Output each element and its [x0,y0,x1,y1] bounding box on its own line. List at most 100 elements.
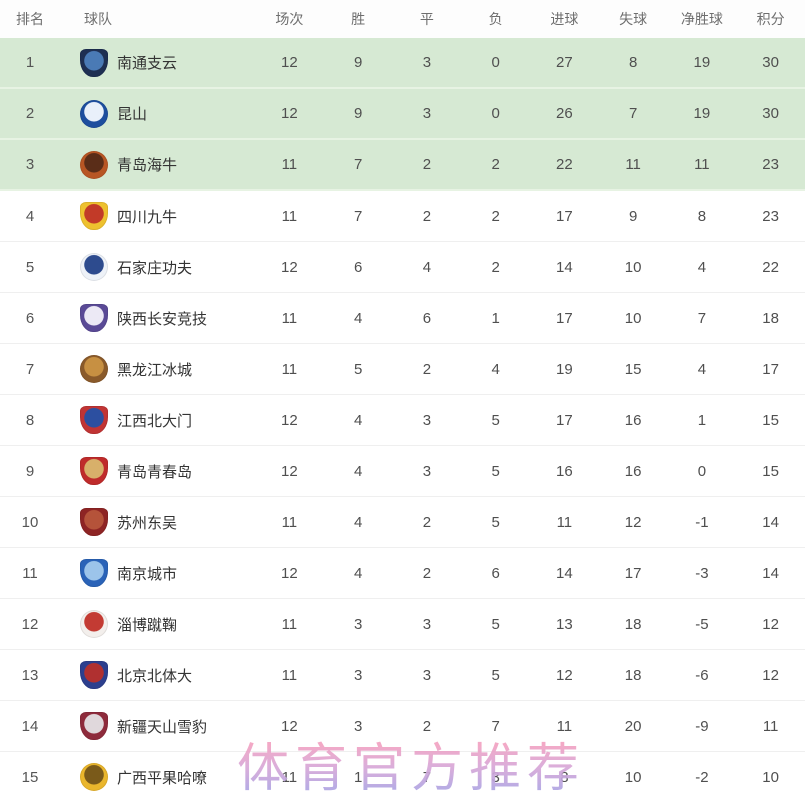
team-logo-icon [80,559,108,587]
team-name: 青岛青春岛 [117,463,193,481]
header-goals-against: 失球 [619,11,648,27]
played-cell: 11 [281,666,298,684]
goals-against-cell: 18 [624,615,642,633]
draws-cell: 2 [422,156,432,173]
team-cell: 青岛青春岛 [60,457,255,485]
wins-cell: 3 [353,717,363,735]
team-logo-icon [80,150,108,179]
goal-diff-cell: 4 [697,360,707,378]
team-cell: 广西平果哈嘹 [60,763,255,791]
team-name: 四川九牛 [117,208,178,226]
played-cell: 12 [281,54,298,71]
points-cell: 11 [762,717,779,735]
table-row[interactable]: 2 昆山 12 9 3 0 26 7 19 30 [0,89,805,140]
losses-cell: 6 [491,564,500,582]
goals-against-cell: 11 [625,156,641,173]
team-cell: 江西北大门 [60,406,255,434]
goal-diff-cell: 0 [697,462,707,480]
header-rank: 排名 [16,11,44,27]
wins-cell: 9 [353,105,363,122]
rank-cell: 1 [25,54,35,71]
table-row[interactable]: 4 四川九牛 11 7 2 2 17 9 8 23 [0,191,805,242]
draws-cell: 2 [422,207,432,225]
wins-cell: 9 [353,54,363,71]
table-row[interactable]: 1 南通支云 12 9 3 0 27 8 19 30 [0,38,805,89]
losses-cell: 2 [491,207,500,225]
goal-diff-cell: 8 [697,207,707,225]
draws-cell: 2 [422,360,432,378]
rank-cell: 8 [25,411,35,429]
wins-cell: 3 [353,615,363,633]
team-name: 黑龙江冰城 [117,361,193,379]
team-cell: 青岛海牛 [60,150,255,179]
wins-cell: 1 [353,768,363,786]
team-cell: 南通支云 [60,48,255,77]
losses-cell: 1 [491,309,500,327]
team-logo-icon [80,508,108,536]
losses-cell: 0 [491,105,500,122]
team-cell: 昆山 [60,99,255,128]
goal-diff-cell: -6 [695,666,709,684]
team-cell: 石家庄功夫 [60,253,255,281]
team-name: 广西平果哈嘹 [117,769,208,787]
team-logo-icon [80,712,108,740]
table-row[interactable]: 14 新疆天山雪豹 12 3 2 7 11 20 -9 11 [0,701,805,752]
header-goal-diff: 净胜球 [680,11,723,27]
points-cell: 12 [762,615,779,633]
goal-diff-cell: 19 [693,105,711,122]
table-row[interactable]: 5 石家庄功夫 12 6 4 2 14 10 4 22 [0,242,805,293]
table-row[interactable]: 15 广西平果哈嘹 11 1 7 3 8 10 -2 10 [0,752,805,800]
draws-cell: 4 [422,258,432,276]
draws-cell: 3 [422,105,432,122]
table-row[interactable]: 8 江西北大门 12 4 3 5 17 16 1 15 [0,395,805,446]
table-row[interactable]: 6 陕西长安竞技 11 4 6 1 17 10 7 18 [0,293,805,344]
points-cell: 30 [762,105,779,122]
rank-cell: 13 [21,666,39,684]
team-cell: 黑龙江冰城 [60,355,255,383]
team-cell: 淄博蹴鞠 [60,610,255,638]
goal-diff-cell: -9 [695,717,709,735]
team-logo-icon [80,457,108,485]
team-logo-icon [80,763,108,791]
points-cell: 14 [762,513,779,531]
wins-cell: 7 [353,156,363,173]
team-cell: 南京城市 [60,559,255,587]
team-name: 南通支云 [117,55,178,72]
team-logo-icon [80,202,108,230]
goals-against-cell: 7 [628,105,638,122]
wins-cell: 4 [353,564,363,582]
table-row[interactable]: 3 青岛海牛 11 7 2 2 22 11 11 23 [0,140,805,191]
goals-for-cell: 14 [556,258,573,276]
wins-cell: 4 [353,309,363,327]
goals-for-cell: 27 [556,54,573,71]
played-cell: 11 [281,207,298,225]
points-cell: 22 [762,258,779,276]
wins-cell: 4 [353,513,363,531]
rank-cell: 11 [22,564,38,582]
losses-cell: 4 [491,360,500,378]
table-row[interactable]: 7 黑龙江冰城 11 5 2 4 19 15 4 17 [0,344,805,395]
table-row[interactable]: 11 南京城市 12 4 2 6 14 17 -3 14 [0,548,805,599]
rank-cell: 15 [21,768,39,786]
table-row[interactable]: 10 苏州东吴 11 4 2 5 11 12 -1 14 [0,497,805,548]
points-cell: 14 [762,564,779,582]
team-logo-icon [80,355,108,383]
team-cell: 陕西长安竞技 [60,304,255,332]
table-row[interactable]: 12 淄博蹴鞠 11 3 3 5 13 18 -5 12 [0,599,805,650]
header-team: 球队 [84,11,112,27]
points-cell: 10 [762,768,779,786]
table-row[interactable]: 13 北京北体大 11 3 3 5 12 18 -6 12 [0,650,805,701]
team-cell: 北京北体大 [60,661,255,689]
played-cell: 12 [281,105,298,122]
table-row[interactable]: 9 青岛青春岛 12 4 3 5 16 16 0 15 [0,446,805,497]
goals-against-cell: 18 [624,666,642,684]
goals-against-cell: 20 [624,717,642,735]
losses-cell: 5 [491,513,500,531]
goals-for-cell: 19 [556,360,573,378]
goal-diff-cell: 4 [697,258,707,276]
team-name: 江西北大门 [117,412,193,430]
goals-against-cell: 16 [624,462,642,480]
header-played: 场次 [275,11,304,27]
team-cell: 苏州东吴 [60,508,255,536]
